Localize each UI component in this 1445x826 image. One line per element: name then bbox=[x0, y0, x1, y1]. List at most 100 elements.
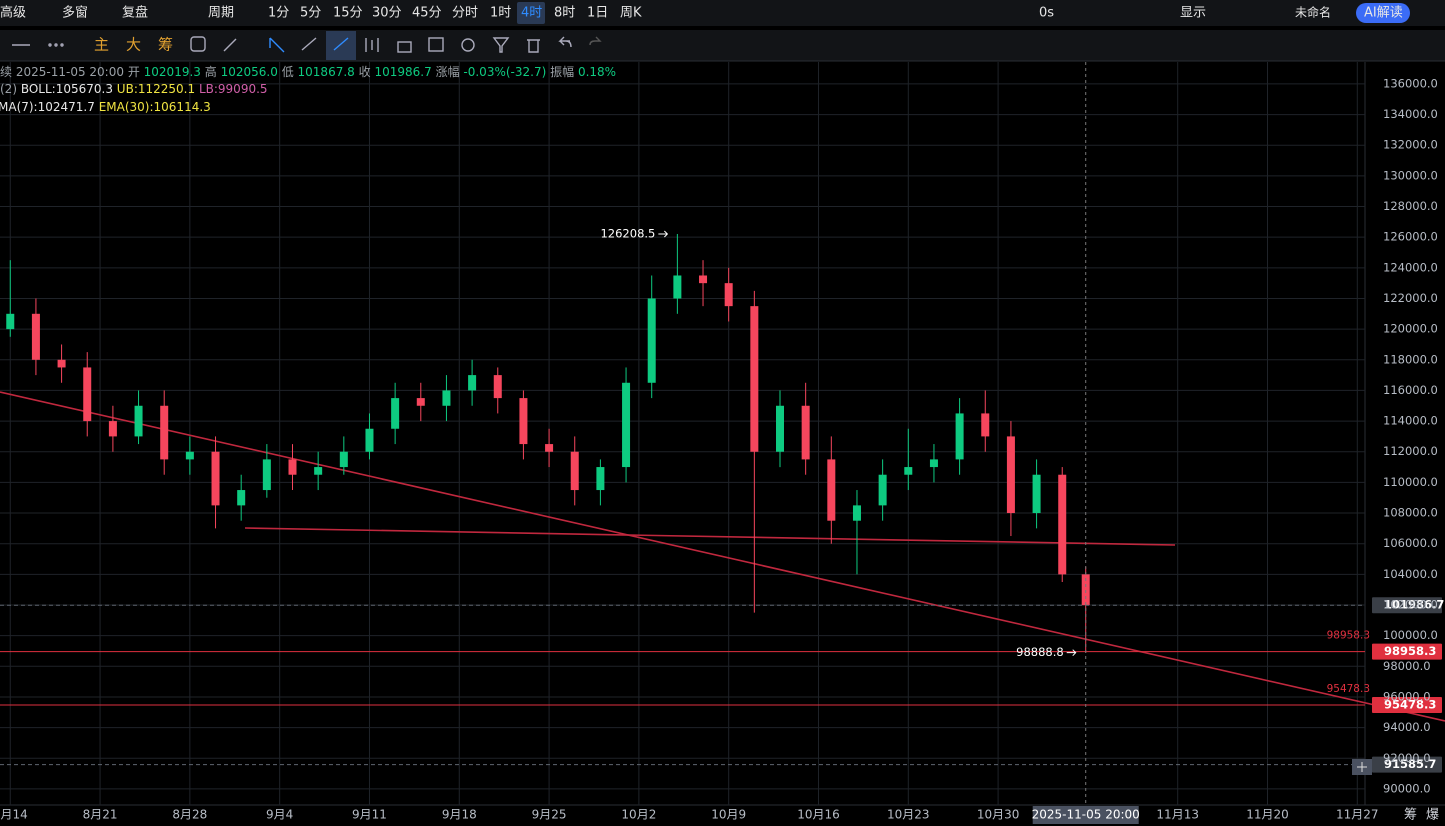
price-box-label: 101986.7 bbox=[1384, 598, 1444, 612]
y-tick-label: 124000.0 bbox=[1383, 260, 1438, 274]
price-box-label: 91585.7 bbox=[1384, 757, 1436, 771]
candle-body bbox=[622, 382, 631, 468]
candle-body bbox=[673, 275, 682, 299]
extreme-arrow bbox=[658, 230, 669, 238]
ohlc-info: 续 2025-11-05 20:00 开 102019.3 高 102056.0… bbox=[0, 64, 616, 79]
icon[interactable] bbox=[461, 38, 475, 52]
icon[interactable] bbox=[589, 36, 602, 46]
toolbar-item[interactable]: 高级 bbox=[0, 5, 26, 21]
extreme-label: 98888.8 bbox=[1016, 645, 1064, 659]
candle-body bbox=[878, 474, 887, 506]
toolbar-item[interactable]: 1时 bbox=[490, 6, 511, 21]
toolbar-item[interactable]: 1分 bbox=[268, 6, 289, 21]
icon[interactable] bbox=[397, 41, 412, 53]
x-tick-label: 10月9 bbox=[711, 808, 746, 822]
drawing-tool[interactable]: 筹 bbox=[158, 36, 173, 54]
crosshair-box bbox=[1032, 806, 1139, 824]
x-tick-label: 8月28 bbox=[172, 808, 207, 822]
icon[interactable] bbox=[428, 37, 444, 52]
candle-body bbox=[6, 313, 15, 330]
x-tick-label: 9月18 bbox=[442, 808, 477, 822]
info-label: 开 bbox=[128, 65, 140, 79]
indicator-value: MA(7):102471.7 bbox=[0, 100, 95, 114]
info-value: -0.03%(-32.7) bbox=[463, 65, 546, 79]
toolbar-right-item[interactable]: AI解读 bbox=[1364, 6, 1403, 21]
icon[interactable] bbox=[527, 39, 540, 53]
price-box-label: 95478.3 bbox=[1384, 697, 1436, 711]
x-tick-label: 9月4 bbox=[266, 808, 293, 822]
y-tick-label: 122000.0 bbox=[1383, 291, 1438, 305]
x-tick-label: 11月13 bbox=[1156, 808, 1199, 822]
toolbar-right-item[interactable]: 0s bbox=[1039, 6, 1054, 21]
toolbar-item[interactable]: 复盘 bbox=[122, 5, 148, 21]
candle-body bbox=[365, 428, 374, 452]
y-tick-label: 132000.0 bbox=[1383, 138, 1438, 152]
indicator-value: BOLL:105670.3 bbox=[21, 82, 113, 96]
candle-body bbox=[160, 405, 169, 460]
candle-body bbox=[262, 459, 271, 491]
icon[interactable] bbox=[223, 38, 237, 52]
icon-active[interactable] bbox=[326, 31, 356, 60]
icon[interactable] bbox=[269, 37, 285, 53]
drawing-tool[interactable]: 主 bbox=[94, 36, 109, 54]
candle-body bbox=[955, 413, 964, 460]
toolbar-item[interactable]: 周期 bbox=[208, 6, 234, 21]
y-tick-label: 94000.0 bbox=[1383, 720, 1431, 734]
toolbar-item[interactable]: 30分 bbox=[372, 6, 402, 21]
toolbar-item[interactable]: 15分 bbox=[333, 6, 363, 21]
info-value: 102056.0 bbox=[221, 65, 278, 79]
toolbar-right-item[interactable]: 显示 bbox=[1180, 6, 1206, 21]
candle-body bbox=[647, 298, 656, 383]
candle-body bbox=[237, 490, 246, 506]
drawing-toolbar bbox=[0, 30, 1445, 61]
icon[interactable] bbox=[558, 36, 572, 48]
icon[interactable] bbox=[365, 38, 379, 52]
drawing-tool[interactable]: 大 bbox=[126, 36, 141, 54]
toolbar-item[interactable]: 多窗 bbox=[62, 5, 88, 21]
icon[interactable] bbox=[333, 37, 349, 51]
x-tick-label: 10月23 bbox=[887, 808, 930, 822]
info-label: 低 bbox=[282, 65, 294, 79]
candle-body bbox=[339, 451, 348, 468]
candle-body bbox=[699, 275, 708, 284]
toolbar-item[interactable]: 8时 bbox=[554, 6, 575, 21]
y-tick-label: 110000.0 bbox=[1383, 475, 1438, 489]
toolbar-item[interactable]: 45分 bbox=[412, 6, 442, 21]
indicator-line: (2) BOLL:105670.3 UB:112250.1 LB:99090.5 bbox=[0, 82, 268, 96]
candle-body bbox=[1058, 474, 1067, 575]
y-tick-label: 114000.0 bbox=[1383, 414, 1438, 428]
icon[interactable] bbox=[492, 37, 510, 53]
info-value: 101986.7 bbox=[374, 65, 431, 79]
y-tick-label: 130000.0 bbox=[1383, 168, 1438, 182]
y-tick-label: 118000.0 bbox=[1383, 352, 1438, 366]
price-box bbox=[1372, 597, 1442, 614]
indicator-value: UB:112250.1 bbox=[117, 82, 195, 96]
price-tag: 95478.3 bbox=[1327, 683, 1370, 695]
x-tick-label: 9月25 bbox=[532, 808, 567, 822]
icon[interactable] bbox=[301, 37, 317, 51]
candle-body bbox=[493, 375, 502, 399]
y-tick-label: 128000.0 bbox=[1383, 199, 1438, 213]
y-tick-label: 96000.0 bbox=[1383, 689, 1431, 703]
indicator-value: LB:99090.5 bbox=[199, 82, 268, 96]
price-box-label: 98958.3 bbox=[1384, 644, 1436, 658]
toolbar-item[interactable]: 1日 bbox=[587, 6, 608, 21]
y-tick-label: 106000.0 bbox=[1383, 536, 1438, 550]
candle-body bbox=[442, 390, 451, 406]
toolbar-item[interactable]: 周K bbox=[620, 6, 642, 21]
price-axis bbox=[1365, 62, 1445, 805]
icon[interactable] bbox=[190, 36, 206, 52]
candle-body bbox=[776, 405, 784, 452]
info-label: 高 bbox=[205, 64, 217, 79]
toolbar-item[interactable]: 5分 bbox=[300, 6, 321, 21]
toolbar-right-item[interactable]: 未命名 bbox=[1295, 5, 1331, 20]
toolbar-item[interactable]: 4时 bbox=[521, 6, 542, 21]
y-tick-label: 120000.0 bbox=[1383, 322, 1438, 336]
candle-body bbox=[545, 444, 554, 452]
price-box bbox=[1372, 643, 1442, 660]
candle-body bbox=[31, 313, 40, 360]
toolbar-item[interactable]: 分时 bbox=[452, 6, 478, 21]
info-time: 2025-11-05 20:00 bbox=[16, 65, 124, 79]
price-tag: 98958.3 bbox=[1327, 630, 1370, 642]
candle-body bbox=[108, 421, 117, 437]
